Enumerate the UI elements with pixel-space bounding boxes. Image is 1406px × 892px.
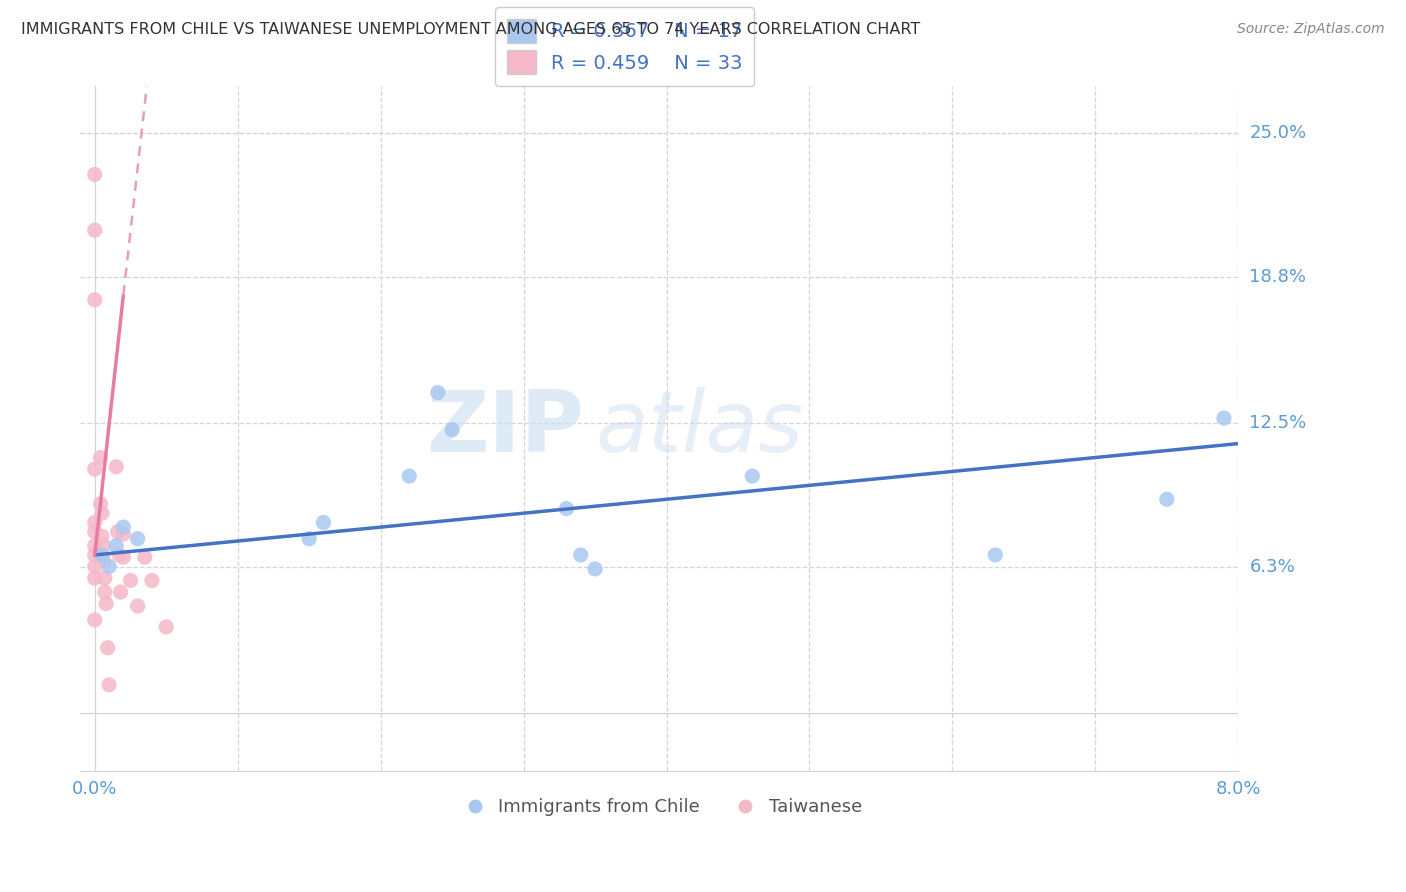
- Point: [83, 223, 105, 237]
- Text: IMMIGRANTS FROM CHILE VS TAIWANESE UNEMPLOYMENT AMONG AGES 65 TO 74 YEARS CORREL: IMMIGRANTS FROM CHILE VS TAIWANESE UNEMP…: [21, 22, 921, 37]
- Point: [83, 548, 105, 562]
- Text: Source: ZipAtlas.com: Source: ZipAtlas.com: [1237, 22, 1385, 37]
- Point: [96, 597, 118, 611]
- Point: [583, 562, 606, 576]
- Point: [90, 506, 112, 520]
- Point: [112, 550, 135, 565]
- Point: [83, 613, 105, 627]
- Point: [105, 539, 128, 553]
- Point: [441, 423, 464, 437]
- Text: 12.5%: 12.5%: [1250, 414, 1306, 432]
- Point: [155, 620, 177, 634]
- Point: [90, 548, 112, 562]
- Point: [555, 501, 578, 516]
- Text: 6.3%: 6.3%: [1250, 558, 1295, 575]
- Point: [83, 559, 105, 574]
- Point: [83, 524, 105, 539]
- Point: [98, 678, 121, 692]
- Point: [141, 574, 163, 588]
- Point: [89, 450, 111, 465]
- Point: [398, 469, 420, 483]
- Point: [110, 585, 132, 599]
- Point: [127, 532, 149, 546]
- Point: [569, 548, 592, 562]
- Point: [83, 571, 105, 585]
- Point: [112, 520, 135, 534]
- Point: [94, 585, 117, 599]
- Point: [107, 524, 129, 539]
- Legend: Immigrants from Chile, Taiwanese: Immigrants from Chile, Taiwanese: [450, 791, 869, 823]
- Point: [741, 469, 763, 483]
- Point: [112, 527, 135, 541]
- Point: [984, 548, 1007, 562]
- Point: [90, 529, 112, 543]
- Point: [98, 559, 121, 574]
- Point: [93, 539, 115, 553]
- Point: [312, 516, 335, 530]
- Point: [120, 574, 142, 588]
- Point: [83, 539, 105, 553]
- Point: [108, 548, 131, 562]
- Point: [127, 599, 149, 613]
- Point: [1156, 492, 1178, 507]
- Point: [93, 552, 115, 566]
- Point: [83, 168, 105, 182]
- Text: ZIP: ZIP: [426, 387, 583, 470]
- Point: [97, 640, 120, 655]
- Text: atlas: atlas: [596, 387, 804, 470]
- Point: [298, 532, 321, 546]
- Point: [89, 497, 111, 511]
- Text: 25.0%: 25.0%: [1250, 124, 1306, 142]
- Point: [83, 293, 105, 307]
- Point: [83, 462, 105, 476]
- Point: [1213, 411, 1236, 425]
- Point: [105, 459, 128, 474]
- Text: 18.8%: 18.8%: [1250, 268, 1306, 285]
- Point: [83, 516, 105, 530]
- Point: [94, 571, 117, 585]
- Point: [134, 550, 156, 565]
- Point: [426, 385, 449, 400]
